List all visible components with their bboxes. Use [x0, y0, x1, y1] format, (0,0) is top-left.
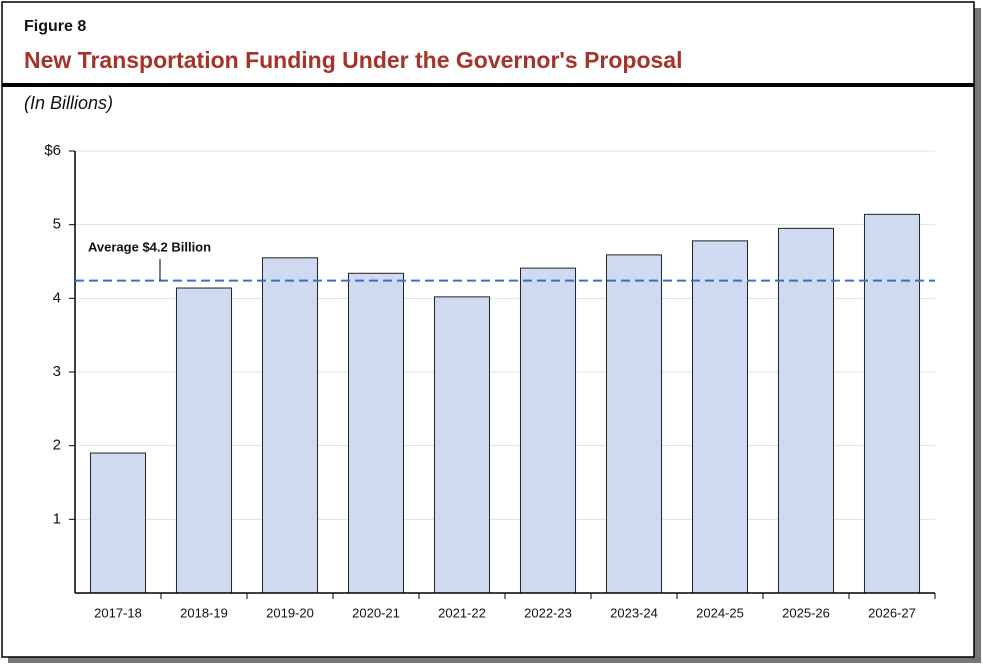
- bar: [777, 227, 835, 594]
- bar: [519, 267, 577, 594]
- bar: [89, 452, 147, 594]
- y-tick-label: 5: [53, 216, 61, 233]
- bar: [347, 272, 405, 594]
- y-tick-label: 4: [53, 289, 61, 306]
- y-tick-label: 3: [53, 363, 61, 380]
- bar: [433, 296, 491, 594]
- x-tick-label: 2021-22: [438, 605, 486, 620]
- x-tick-label: 2020-21: [352, 605, 400, 620]
- bar: [863, 213, 921, 594]
- x-tick-label: 2025-26: [782, 605, 830, 620]
- bar: [175, 287, 233, 594]
- title-rule: [2, 83, 974, 87]
- x-tick-label: 2017-18: [94, 605, 142, 620]
- bar: [691, 240, 749, 594]
- y-tick-label: $6: [44, 142, 61, 159]
- bar: [261, 257, 319, 594]
- x-tick-label: 2018-19: [180, 605, 228, 620]
- x-tick-label: 2026-27: [868, 605, 916, 620]
- figure-label: Figure 8: [24, 18, 86, 35]
- x-tick-label: 2023-24: [610, 605, 658, 620]
- x-tick-label: 2024-25: [696, 605, 744, 620]
- y-tick-label: 2: [53, 437, 61, 454]
- x-tick-label: 2022-23: [524, 605, 572, 620]
- x-tick-label: 2019-20: [266, 605, 314, 620]
- chart-title: New Transportation Funding Under the Gov…: [24, 47, 682, 73]
- y-tick-label: 1: [53, 510, 61, 527]
- bar: [605, 254, 663, 594]
- average-label: Average $4.2 Billion: [88, 239, 211, 254]
- chart-subtitle: (In Billions): [24, 93, 113, 113]
